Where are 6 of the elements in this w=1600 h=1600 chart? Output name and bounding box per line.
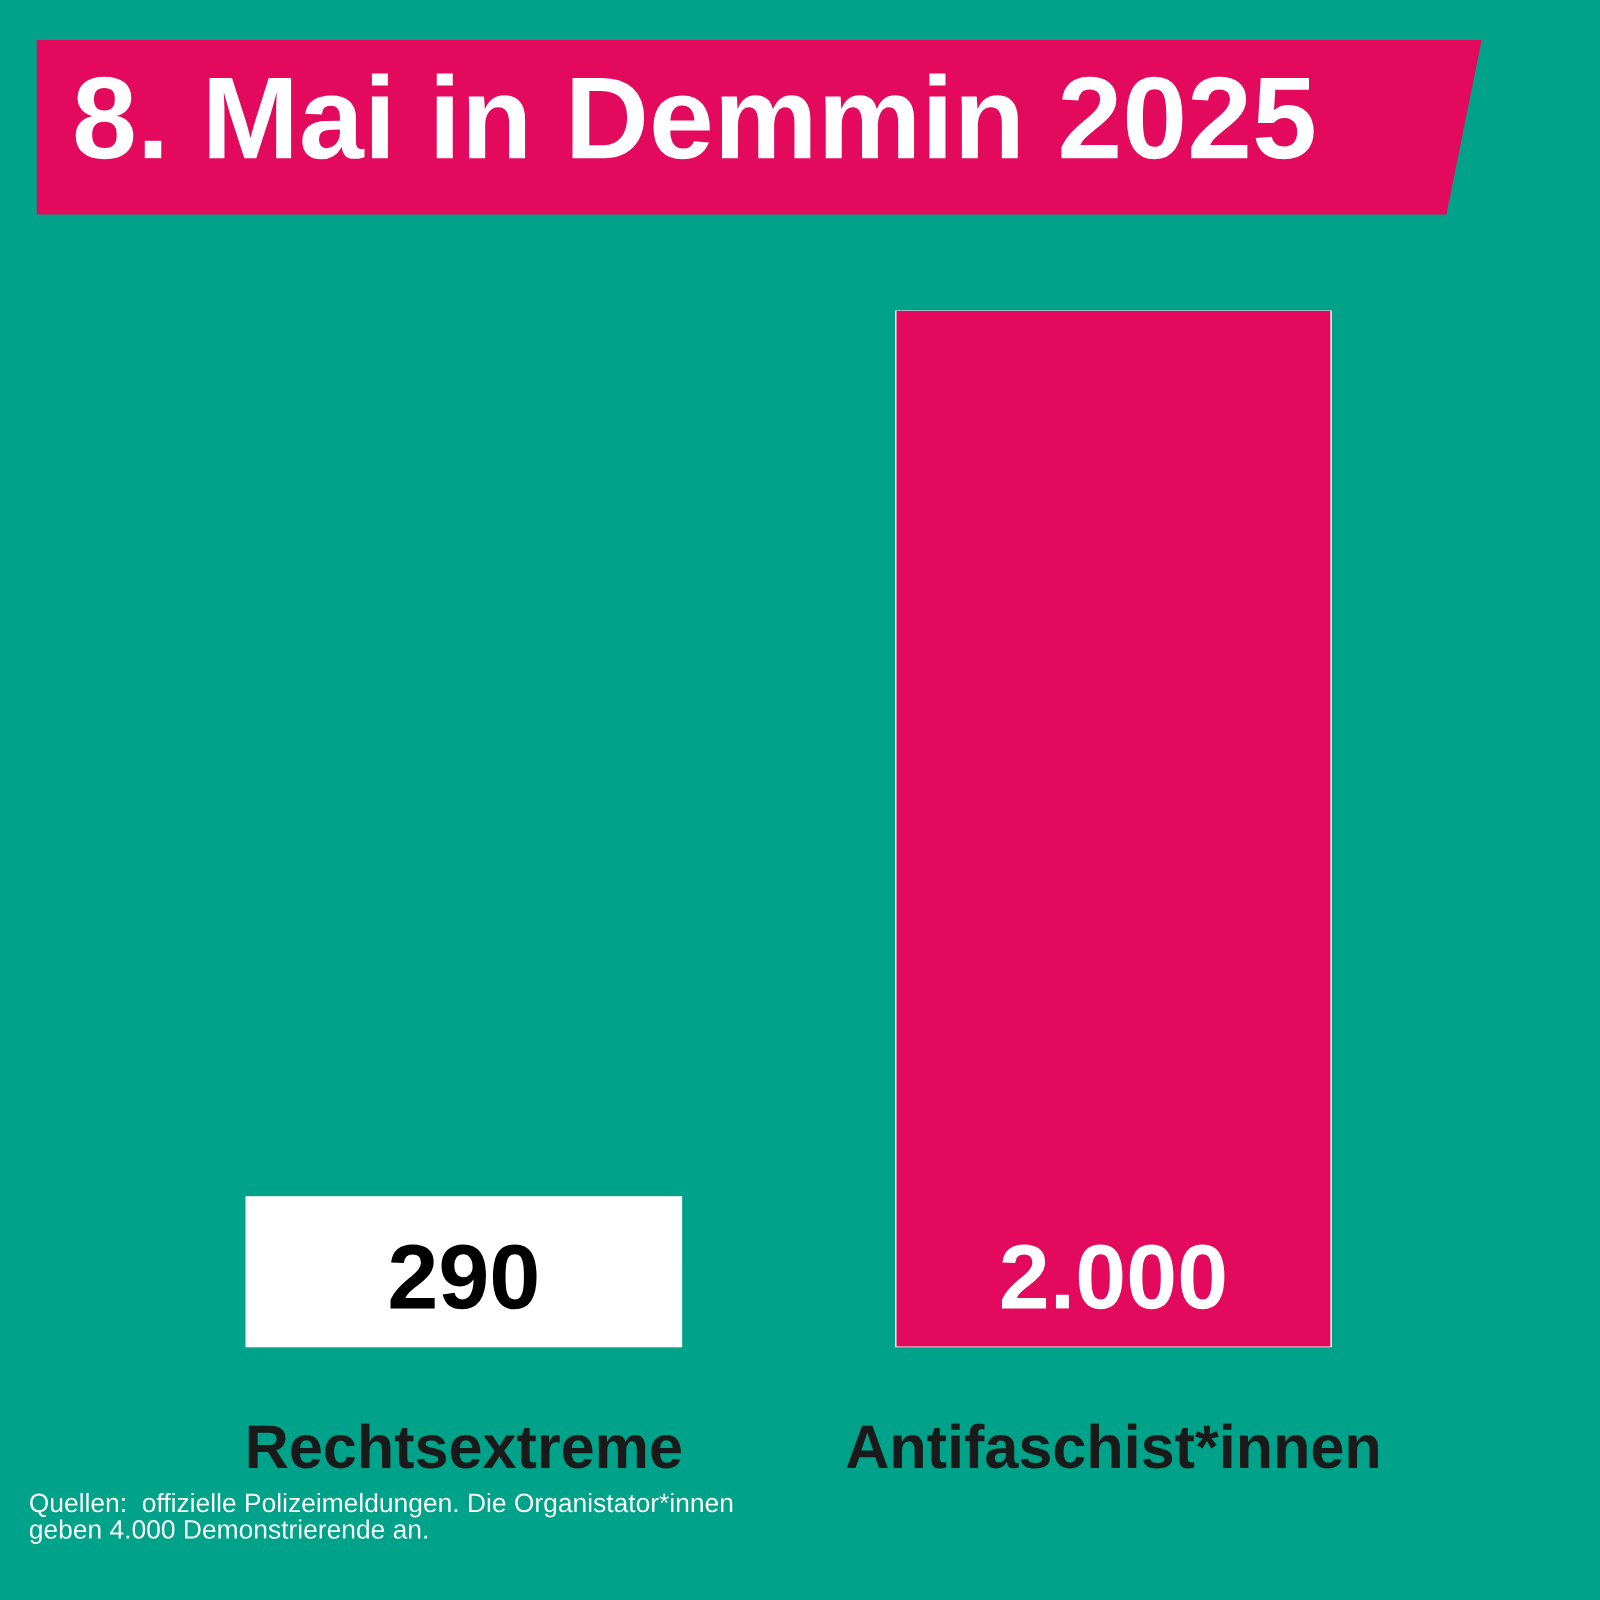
- data-label: 2.000: [1001, 1244, 1225, 1310]
- x-tick-label: Rechtsextreme: [248, 1423, 681, 1469]
- x-tick-label: Antifaschist*innen: [846, 1423, 1378, 1469]
- data-label: 290: [390, 1244, 537, 1310]
- chart-title: 8. Mai in Demmin 2025: [75, 73, 1314, 160]
- source-note: Quellen: offizielle Polizeimeldungen. Die Organistator*innen geben 4.000 Demonstrierende an.: [29, 1492, 733, 1544]
